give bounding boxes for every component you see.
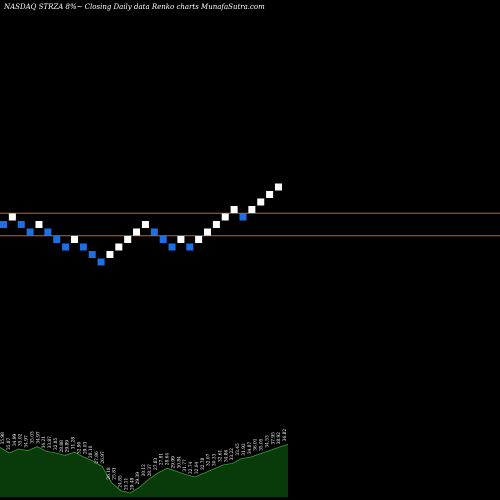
volume-label: 33.87 <box>48 436 53 449</box>
volume-label: 28.10 <box>89 445 94 458</box>
volume-label: 30.84 <box>177 456 182 469</box>
volume-label: 24.85 <box>119 475 124 488</box>
volume-label: 25.11 <box>124 477 129 490</box>
renko-brick-down <box>97 258 105 266</box>
renko-brick-down <box>53 236 61 243</box>
volume-label: 32.07 <box>207 453 212 466</box>
chart-title: NASDAQ STRZA 8%~ Closing Daily data Renk… <box>3 3 265 11</box>
volume-label: 30.12 <box>142 464 147 477</box>
volume-label: 31.77 <box>183 459 188 472</box>
renko-brick-up <box>8 213 16 221</box>
volume-label: 26.97 <box>101 451 106 464</box>
volume-label: 29.03 <box>83 441 88 454</box>
renko-brick-down <box>159 236 167 243</box>
volume-label: 31.92 <box>242 443 247 456</box>
volume-label: 27.86 <box>95 451 100 464</box>
renko-brick-up <box>35 221 43 228</box>
renko-brick-down <box>79 243 87 251</box>
renko-brick-down <box>168 243 176 251</box>
renko-brick-down <box>26 228 34 236</box>
renko-brick-up <box>195 236 203 243</box>
volume-label: 35.98 <box>1 432 6 445</box>
renko-brick-down <box>44 228 52 236</box>
renko-brick-up <box>221 213 229 221</box>
volume-label: 34.97 <box>36 431 41 444</box>
renko-bricks <box>0 183 282 266</box>
renko-brick-up <box>248 206 256 213</box>
volume-label: 29.39 <box>136 472 141 485</box>
volume-label: 33.45 <box>236 443 241 456</box>
volume-label: 29.48 <box>130 477 135 490</box>
volume-label: 35.87 <box>7 437 12 450</box>
renko-brick-up <box>141 221 149 228</box>
volume-label: 34.53 <box>265 435 270 448</box>
volume-label: 26.18 <box>107 467 112 480</box>
volume-label: 36.01 <box>254 438 259 451</box>
volume-label: 34.97 <box>25 435 30 448</box>
volume-label: 34.21 <box>42 436 47 449</box>
renko-brick-down <box>0 221 7 228</box>
volume-label: 32.74 <box>189 461 194 474</box>
volume-label: 25.81 <box>113 467 118 480</box>
volume-label: 35.03 <box>30 431 35 444</box>
volume-label: 35.05 <box>260 438 265 451</box>
renko-brick-up <box>177 236 185 243</box>
reference-lines <box>0 212 500 237</box>
volume-labels: 35.98 35.87 34.99 35.02 34.97 35.03 34.97 34.21… <box>1 429 288 490</box>
volume-label: 36.82 <box>283 429 288 442</box>
volume-label: 30.33 <box>213 453 218 466</box>
renko-brick-down <box>239 213 247 221</box>
renko-brick-up <box>212 221 220 228</box>
volume-label: 29.89 <box>66 440 71 453</box>
volume-label: 38.92 <box>277 432 282 445</box>
volume-label: 31.28 <box>72 437 77 450</box>
renko-brick-up <box>115 243 123 251</box>
renko-brick-up <box>133 228 141 236</box>
volume-label: 32.85 <box>54 437 59 450</box>
volume-label: 32.78 <box>201 457 206 470</box>
renko-brick-up <box>70 236 78 243</box>
renko-brick-up <box>257 198 265 206</box>
volume-panel <box>0 443 289 497</box>
volume-label: 27.81 <box>160 453 165 466</box>
volume-label: 37.95 <box>271 432 276 445</box>
renko-brick-up <box>274 183 282 191</box>
volume-label: 32.90 <box>77 441 82 454</box>
volume-label: 28.88 <box>60 440 65 453</box>
volume-label: 34.99 <box>13 433 18 446</box>
renko-brick-up <box>230 206 238 213</box>
renko-brick-up <box>106 251 114 258</box>
volume-label: 32.04 <box>195 461 200 474</box>
renko-brick-down <box>150 228 158 236</box>
volume-label: 33.22 <box>230 448 235 461</box>
volume-label: 28.64 <box>166 453 171 466</box>
volume-label: 28.37 <box>148 464 153 477</box>
volume-label: 34.86 <box>224 449 229 462</box>
volume-label: 34.87 <box>248 441 253 454</box>
renko-brick-down <box>17 221 25 228</box>
renko-brick-up <box>124 236 132 243</box>
volume-label: 32.61 <box>218 449 223 462</box>
volume-label: 27.83 <box>154 457 159 470</box>
renko-brick-down <box>62 243 70 251</box>
volume-area <box>0 444 288 497</box>
volume-label: 29.99 <box>171 456 176 469</box>
renko-brick-down <box>186 243 194 251</box>
volume-label: 35.02 <box>19 433 24 446</box>
renko-brick-up <box>266 191 274 198</box>
renko-brick-down <box>88 251 96 258</box>
renko-brick-up <box>204 228 212 236</box>
volume-line <box>0 443 289 494</box>
